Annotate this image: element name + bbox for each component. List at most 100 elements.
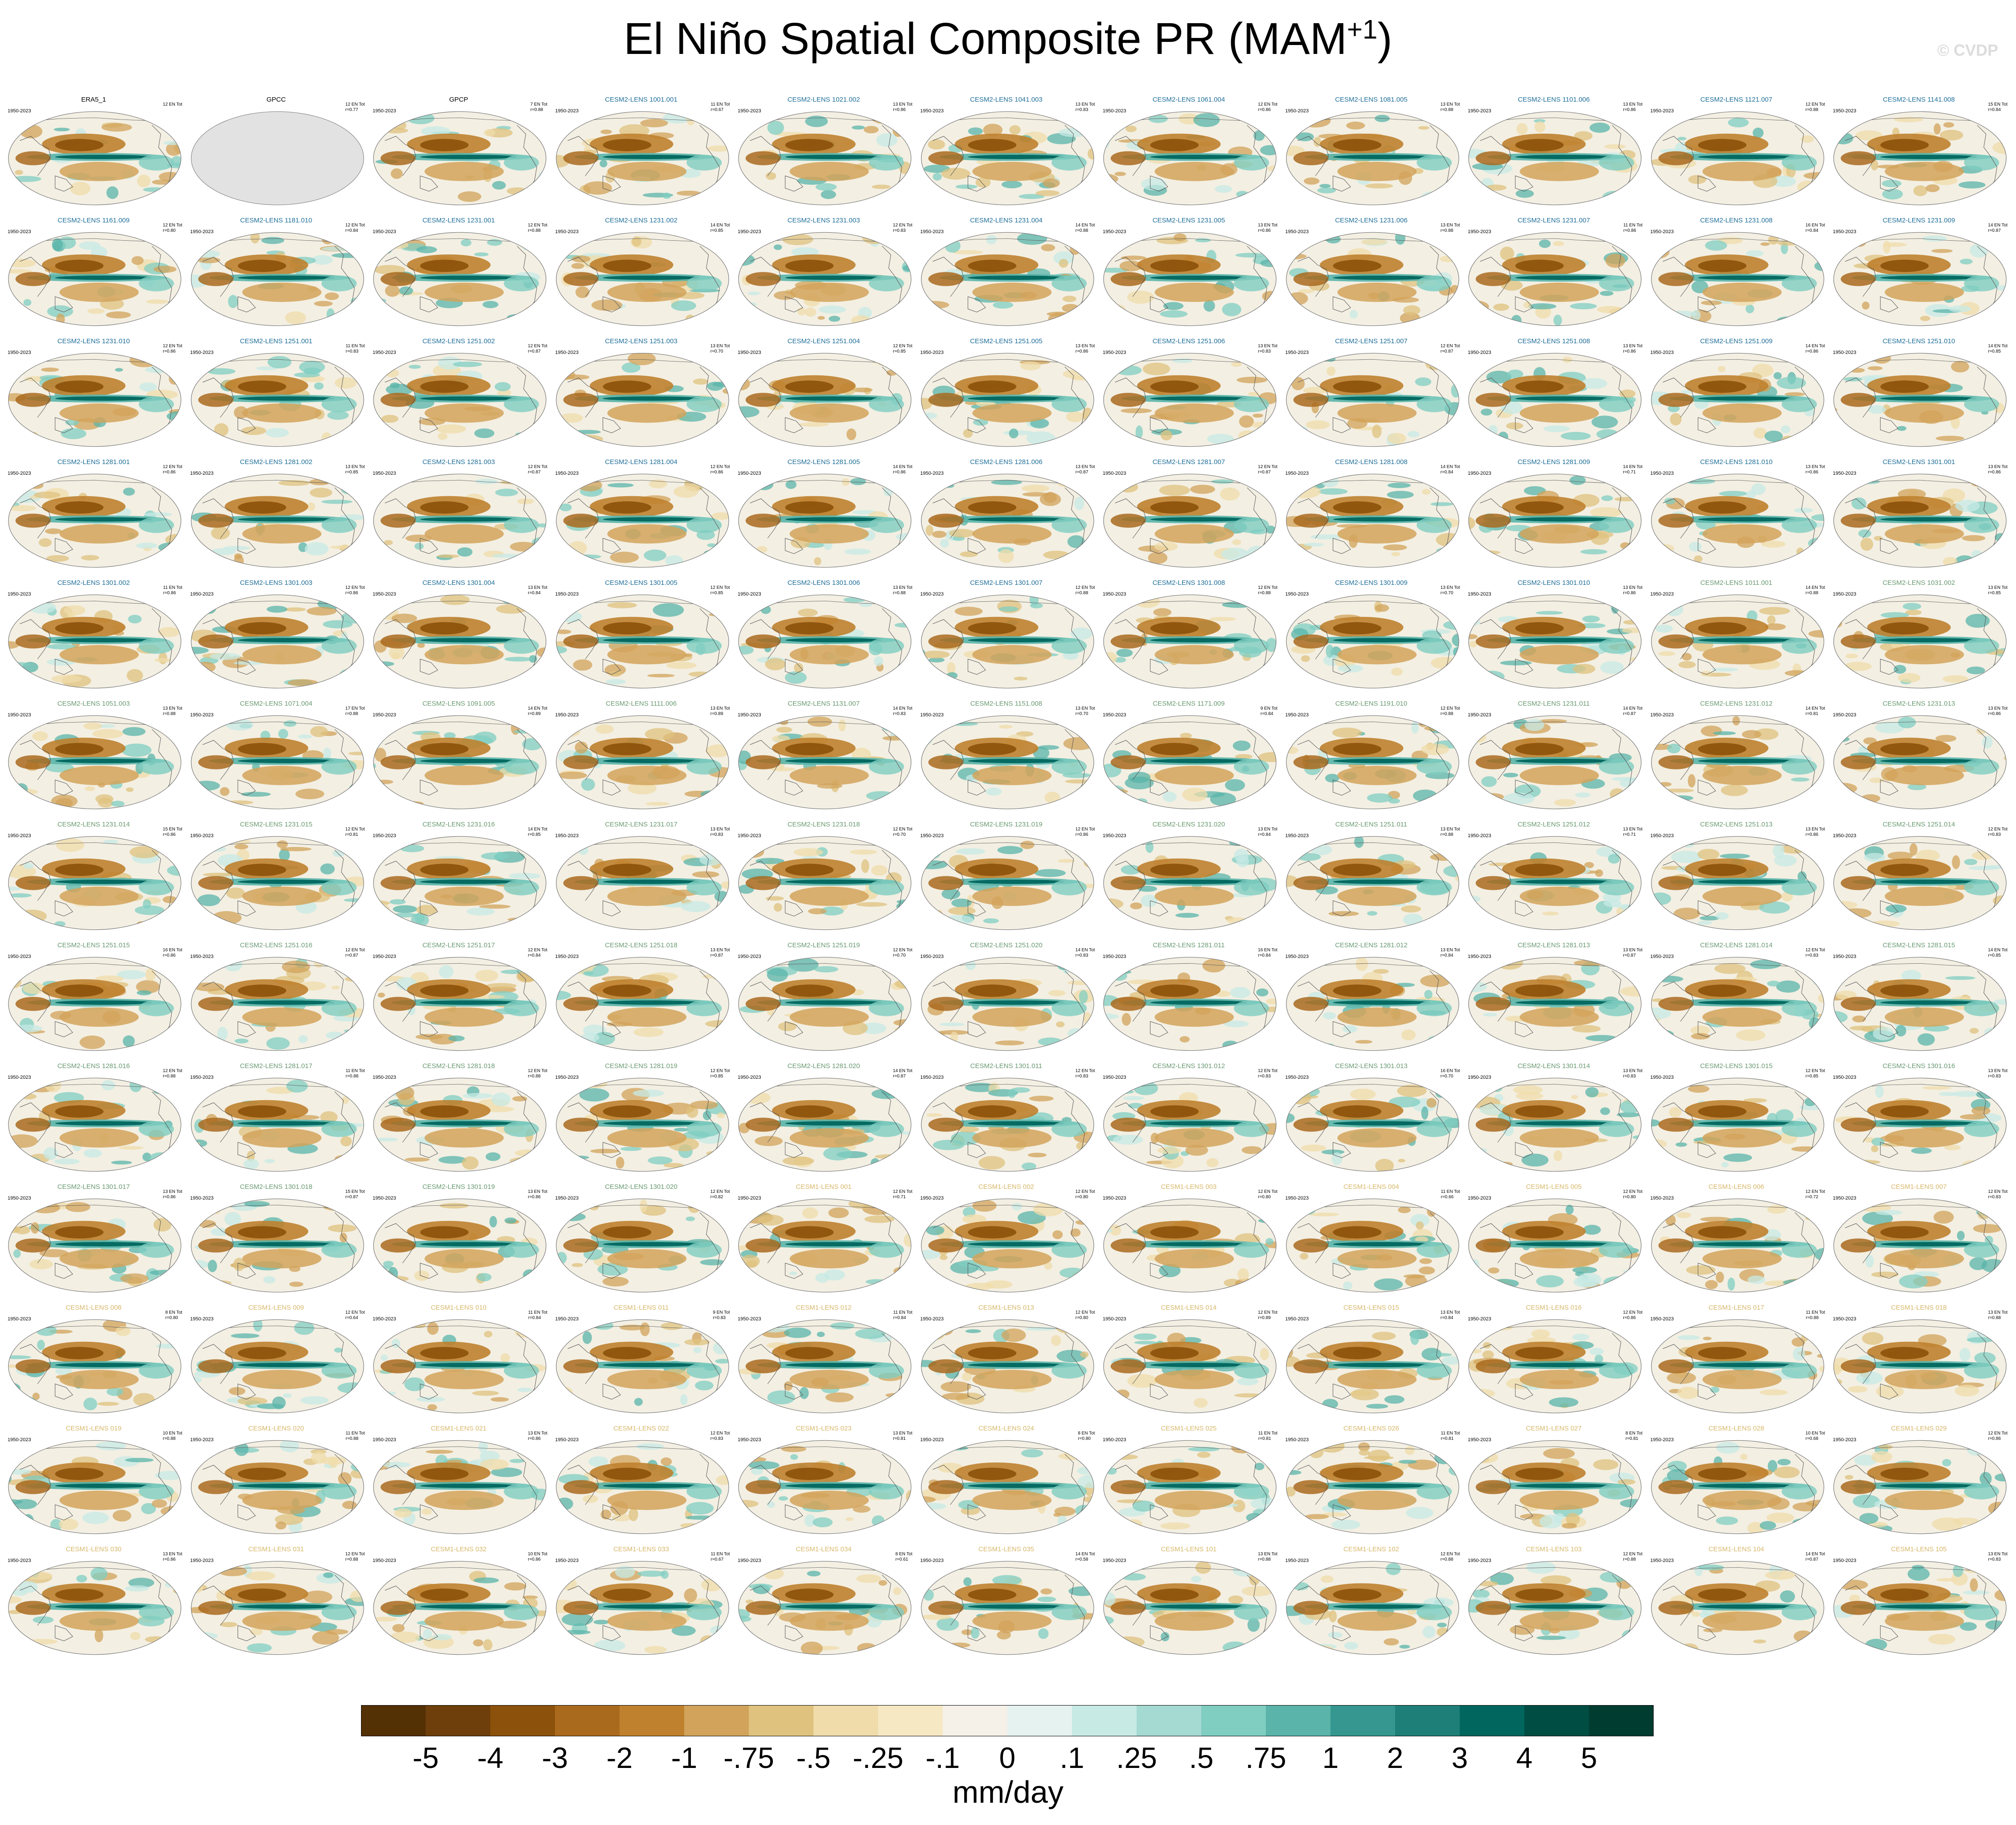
map-border — [1833, 232, 2007, 326]
colorbar-tick-label: -3 — [542, 1741, 568, 1774]
map-border — [373, 1440, 546, 1534]
panel-event-count: 14 EN Tot r=0.85 — [1988, 344, 2008, 354]
map-border — [8, 232, 181, 326]
map-border — [1285, 1319, 1459, 1414]
map-panel: CESM2-LENS 1301.015 1950-2023 12 EN Tot r=0… — [1645, 1062, 1828, 1183]
precip-field — [1286, 1199, 1459, 1292]
panel-count-text: 8 EN Tot — [1625, 1431, 1642, 1436]
panel-event-count: 14 EN Tot r=0.87 — [893, 1069, 912, 1079]
map-panel: CESM2-LENS 1091.005 1950-2023 14 EN Tot r=0… — [367, 700, 550, 820]
panel-title: CESM1-LENS 023 — [796, 1425, 852, 1432]
map-border — [190, 1077, 364, 1172]
precip-field — [556, 111, 729, 205]
panel-event-count: 11 EN Tot r=0.67 — [711, 1552, 730, 1562]
map-panel: CESM2-LENS 1281.008 1950-2023 14 EN Tot r=0… — [1280, 458, 1463, 579]
panel-count-text: 13 EN Tot — [1440, 223, 1460, 228]
panel-years: 1950-2023 — [8, 1196, 31, 1201]
panel-pattern-correlation: r=0.86 — [1988, 1436, 2001, 1441]
panel-title: CESM2-LENS 1151.008 — [970, 700, 1043, 707]
world-map — [1103, 353, 1277, 447]
panel-pattern-correlation: r=0.80 — [1075, 1315, 1088, 1320]
colorbar-tick-label: -.25 — [853, 1741, 903, 1774]
panel-pattern-correlation: r=0.87 — [1805, 1557, 1819, 1562]
world-map — [190, 473, 364, 568]
precip-field — [921, 1561, 1094, 1655]
panel-event-count: 12 EN Tot r=0.77 — [345, 102, 365, 113]
precip-field — [1286, 715, 1459, 809]
panel-years: 1950-2023 — [373, 108, 396, 114]
map-panel: CESM2-LENS 1061.004 1950-2023 12 EN Tot r=0… — [1097, 96, 1280, 216]
panel-pattern-correlation: r=0.86 — [893, 470, 906, 475]
precip-field — [1468, 715, 1642, 809]
map-border — [1833, 1198, 2007, 1293]
precip-field — [556, 957, 729, 1051]
map-border — [8, 715, 181, 810]
panel-event-count: 16 EN Tot r=0.70 — [1441, 1069, 1460, 1079]
map-panel: CESM2-LENS 1231.001 1950-2023 12 EN Tot r=0… — [367, 217, 550, 337]
panel-event-count: 12 EN Tot r=0.80 — [1076, 1310, 1095, 1321]
world-map — [1285, 715, 1459, 810]
panel-pattern-correlation: r=0.87 — [710, 953, 723, 958]
panel-count-text: 12 EN Tot — [1805, 1189, 1825, 1194]
precip-field — [1103, 232, 1277, 326]
map-panel: GPCP 1950-2023 7 EN Tot r=0.88 — [367, 96, 550, 216]
panel-pattern-correlation: r=0.87 — [893, 1074, 906, 1079]
map-panel: CESM2-LENS 1001.001 1950-2023 11 EN Tot r=0… — [550, 96, 733, 216]
map-border — [920, 836, 1094, 930]
world-map — [555, 594, 729, 689]
precip-field — [921, 474, 1094, 567]
panel-title: CESM2-LENS 1081.005 — [1335, 96, 1408, 103]
map-border — [1285, 1198, 1459, 1293]
map-border — [1285, 111, 1459, 206]
world-map — [920, 957, 1094, 1051]
map-border — [555, 957, 729, 1051]
panel-pattern-correlation: r=0.89 — [1258, 1315, 1271, 1320]
panel-title: CESM2-LENS 1301.008 — [1152, 579, 1225, 587]
world-map — [373, 1440, 546, 1534]
map-border — [8, 1440, 181, 1534]
map-border — [190, 1198, 364, 1293]
precip-field — [373, 957, 546, 1051]
map-panel: CESM1-LENS 001 1950-2023 12 EN Tot r=0.71 — [732, 1183, 915, 1303]
world-map — [1651, 473, 1824, 568]
panel-pattern-correlation: r=0.70 — [893, 832, 906, 837]
map-border — [555, 836, 729, 930]
panel-count-text: 12 EN Tot — [1805, 102, 1825, 107]
panel-pattern-correlation: r=0.70 — [1440, 591, 1453, 596]
map-border — [1468, 232, 1642, 326]
precip-field — [1103, 1319, 1277, 1413]
panel-event-count: 12 EN Tot r=0.83 — [1806, 948, 1825, 958]
panel-title: CESM2-LENS 1181.010 — [240, 217, 312, 224]
panel-count-text: 13 EN Tot — [1988, 585, 2008, 590]
map-panel: CESM1-LENS 020 1950-2023 11 EN Tot r=0.88 — [185, 1425, 368, 1545]
map-border — [738, 232, 912, 326]
precip-field — [1468, 1199, 1642, 1292]
panel-years: 1950-2023 — [1103, 1196, 1126, 1201]
panel-title: CESM2-LENS 1251.019 — [787, 941, 860, 949]
world-map — [1468, 1077, 1642, 1172]
panel-years: 1950-2023 — [555, 1196, 579, 1201]
panel-years: 1950-2023 — [373, 471, 396, 476]
figure-title-close: ) — [1377, 14, 1392, 64]
panel-years: 1950-2023 — [373, 833, 396, 839]
map-panel: CESM2-LENS 1281.012 1950-2023 13 EN Tot r=0… — [1280, 941, 1463, 1062]
panel-count-text: 7 EN Tot — [530, 102, 547, 107]
panel-count-text: 13 EN Tot — [893, 1431, 912, 1436]
panel-title: CESM1-LENS 019 — [66, 1425, 122, 1432]
colorbar-tick-label: 3 — [1451, 1741, 1468, 1774]
precip-field — [1833, 836, 2007, 930]
map-border — [738, 353, 912, 447]
panel-pattern-correlation: r=0.84 — [1258, 832, 1271, 837]
panel-years: 1950-2023 — [1650, 833, 1674, 839]
panel-title: CESM2-LENS 1301.017 — [57, 1183, 130, 1191]
panel-pattern-correlation: r=0.88 — [345, 1074, 359, 1079]
map-panel: CESM2-LENS 1171.009 1950-2023 9 EN Tot r=0.… — [1097, 700, 1280, 820]
map-border — [1285, 957, 1459, 1051]
world-map — [8, 594, 181, 689]
panel-years: 1950-2023 — [738, 1437, 761, 1443]
precip-field — [1833, 474, 2007, 567]
panel-pattern-correlation: r=0.83 — [1075, 107, 1088, 112]
panel-pattern-correlation: r=0.85 — [893, 349, 906, 354]
panel-pattern-correlation: r=0.86 — [528, 1436, 541, 1441]
panel-title: CESM2-LENS 1111.006 — [605, 700, 677, 707]
